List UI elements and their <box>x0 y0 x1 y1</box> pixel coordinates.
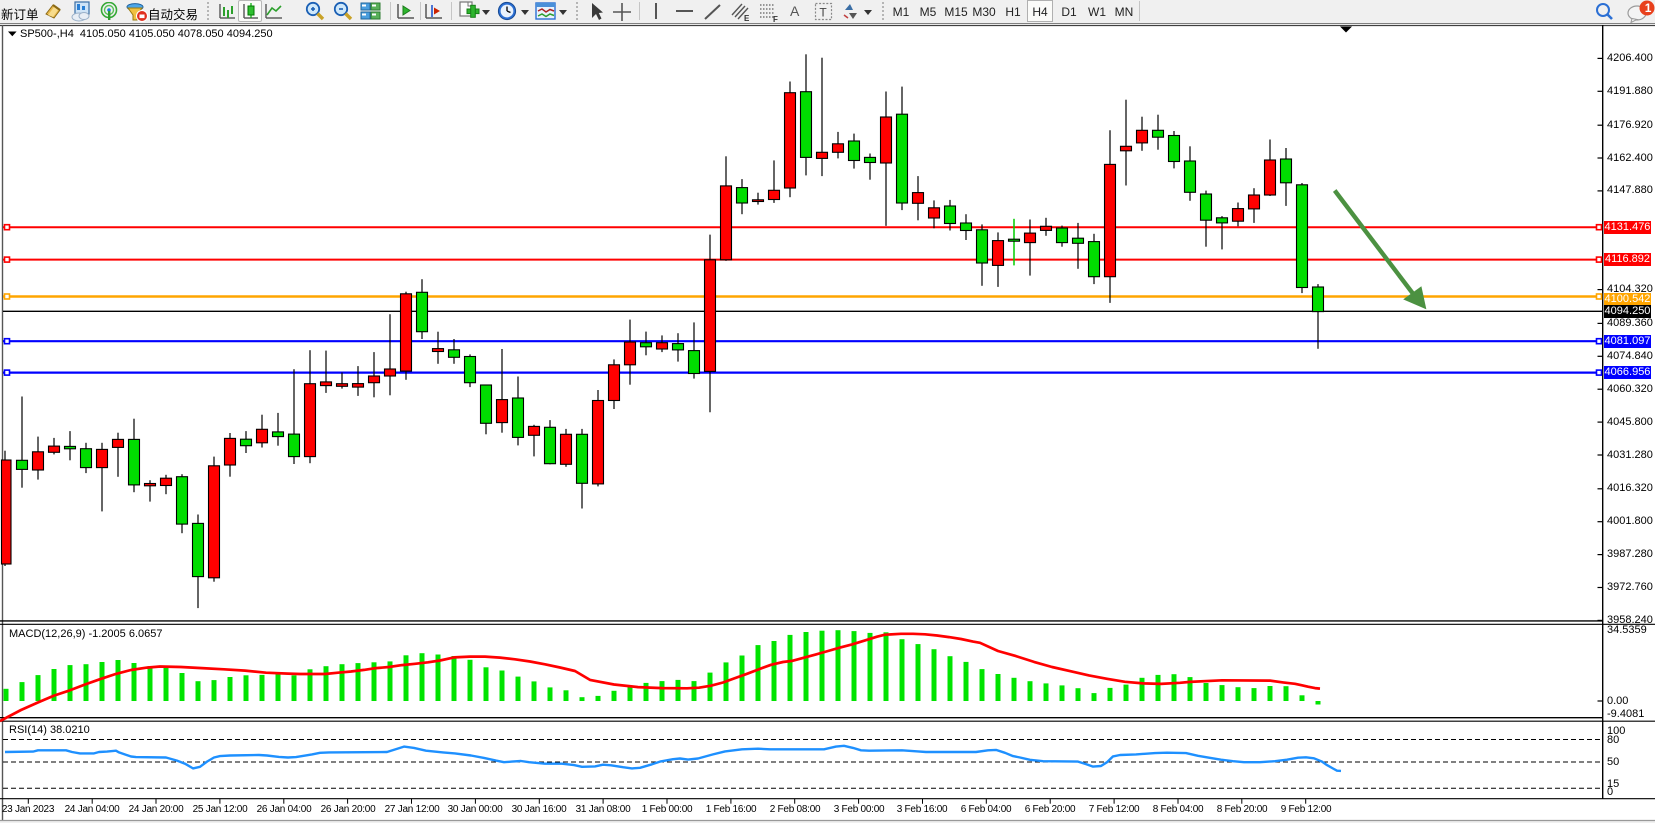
svg-text:E: E <box>744 14 750 23</box>
svg-text:F: F <box>773 15 778 23</box>
svg-text:1: 1 <box>1645 1 1652 15</box>
svg-text:T: T <box>819 6 827 20</box>
